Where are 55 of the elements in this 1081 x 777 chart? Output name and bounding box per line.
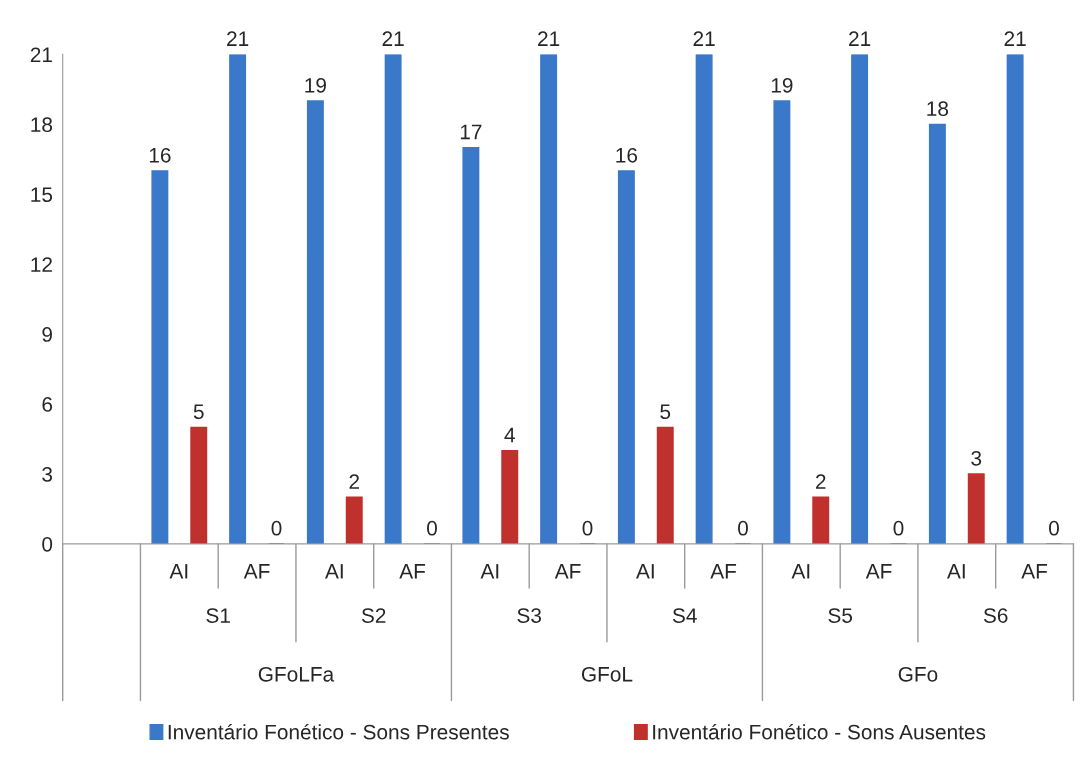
x-tick-label: AF bbox=[710, 564, 737, 579]
data-label: 0 bbox=[427, 520, 437, 536]
data-label: 2 bbox=[349, 474, 359, 489]
text: S1 bbox=[206, 608, 230, 623]
y-tick-label: 0 bbox=[42, 536, 53, 552]
x-tick-label: AF bbox=[399, 564, 426, 579]
data-label: 19 bbox=[305, 77, 326, 93]
x-tick-label: AF bbox=[243, 564, 270, 579]
data-label: 0 bbox=[582, 520, 593, 536]
data-label: 2 bbox=[816, 474, 826, 489]
x-tick-label: AF bbox=[1021, 564, 1048, 579]
x-tick-label: AI bbox=[947, 564, 965, 579]
text: GFo bbox=[898, 666, 938, 682]
text: S5 bbox=[828, 608, 853, 623]
y-tick-label: 3 bbox=[42, 466, 53, 482]
data-label: 0 bbox=[893, 520, 904, 536]
data-label: 21 bbox=[227, 31, 249, 46]
y-tick-label: 12 bbox=[31, 257, 52, 272]
text: S2 bbox=[361, 608, 386, 623]
data-label: 21 bbox=[849, 31, 871, 46]
data-label: 17 bbox=[460, 124, 482, 140]
data-label: 19 bbox=[771, 77, 793, 93]
data-label: 16 bbox=[616, 147, 638, 163]
data-label: 21 bbox=[1004, 31, 1026, 46]
data-label: 21 bbox=[693, 31, 715, 46]
data-label: 21 bbox=[538, 31, 560, 46]
x-tick-label: AI bbox=[636, 564, 654, 579]
x-tick-label: AI bbox=[169, 564, 188, 579]
x-tick-label: AI bbox=[325, 564, 343, 579]
x-tick-label: AF bbox=[554, 564, 581, 579]
text: S4 bbox=[672, 608, 697, 623]
data-label: 0 bbox=[271, 520, 282, 536]
x-tick-label: AF bbox=[865, 564, 892, 579]
legend-label: Inventário Fonético - Sons Ausentes bbox=[653, 723, 986, 740]
data-label: 3 bbox=[971, 450, 982, 466]
legend-label: Inventário Fonético - Sons Presentes bbox=[168, 723, 509, 740]
y-tick-label: 18 bbox=[31, 117, 53, 133]
text: GFoL bbox=[581, 666, 633, 682]
data-label: 18 bbox=[927, 101, 949, 117]
y-tick-label: 6 bbox=[42, 397, 53, 412]
data-label: 4 bbox=[504, 427, 515, 443]
y-tick-label: 21 bbox=[30, 47, 52, 62]
x-tick-label: AI bbox=[480, 564, 499, 579]
text: GFoLFa bbox=[258, 666, 335, 682]
x-tick-label: AI bbox=[791, 564, 810, 579]
y-tick-label: 9 bbox=[42, 327, 52, 342]
data-label: 21 bbox=[382, 31, 404, 46]
y-tick-label: 15 bbox=[31, 187, 53, 202]
data-label: 0 bbox=[738, 520, 748, 536]
data-label: 5 bbox=[193, 404, 204, 420]
text: S6 bbox=[983, 608, 1008, 623]
data-label: 16 bbox=[149, 147, 171, 163]
data-label: 5 bbox=[660, 404, 671, 420]
data-label: 0 bbox=[1049, 520, 1059, 536]
text: S3 bbox=[517, 608, 542, 623]
